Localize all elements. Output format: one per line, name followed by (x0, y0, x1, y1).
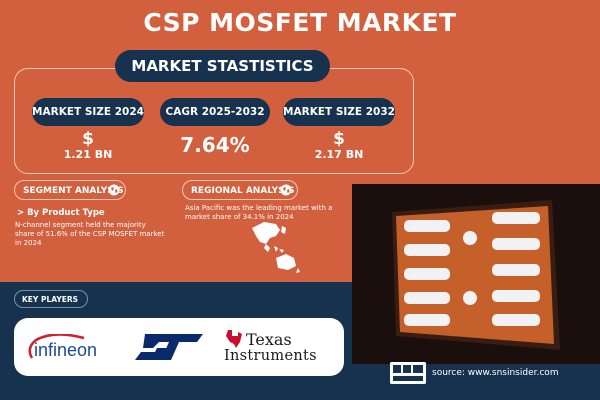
market-size-2032-value: $ 2.17 BN (309, 130, 369, 162)
ti-logo-line1: Texas (246, 330, 292, 349)
mosfet-chip-image (352, 184, 600, 364)
segment-text: N-channel segment held the majority shar… (15, 221, 165, 247)
market-size-2024-label: MARKET SIZE 2024 (32, 98, 144, 126)
source-text: source: www.snsinsider.com (432, 368, 559, 378)
by-product-type: > By Product Type (17, 208, 105, 218)
sns-insider-logo (390, 362, 426, 384)
infineon-logo: infineon (28, 334, 97, 360)
infineon-logo-text: infineon (34, 340, 97, 360)
amount-2032: 2.17 BN (314, 148, 364, 161)
amount-2024: 1.21 BN (63, 148, 113, 161)
dollar-sign-2032: $ (333, 129, 345, 149)
st-logo (135, 334, 203, 360)
cagr-label: CAGR 2025-2032 (160, 98, 270, 126)
dollar-sign-2024: $ (82, 129, 94, 149)
cagr-value: 7.64% (180, 133, 250, 157)
segment-analysis-label: SEGMENT ANALYSIS (23, 186, 124, 196)
regional-text: Asia Pacific was the leading market with… (185, 204, 333, 221)
asia-pacific-map (252, 222, 300, 273)
ti-state-icon (226, 330, 242, 348)
stats-banner: MARKET STASTISTICS (115, 50, 330, 82)
globe-icon (108, 184, 120, 196)
ti-logo-line2: Instruments (224, 348, 317, 364)
key-players-logo-bar (14, 318, 344, 376)
segment-analysis-heading: SEGMENT ANALYSIS (14, 180, 126, 200)
regional-analysis-label: REGIONAL ANALYSIS (191, 186, 295, 196)
globe-icon (280, 184, 292, 196)
market-size-2032-label: MARKET SIZE 2032 (283, 98, 395, 126)
key-players-label: KEY PLAYERS (22, 295, 79, 304)
key-players-heading: KEY PLAYERS (14, 290, 88, 308)
market-size-2024-value: $ 1.21 BN (58, 130, 118, 162)
page-title: CSP MOSFET MARKET (143, 8, 457, 37)
regional-analysis-heading: REGIONAL ANALYSIS (182, 180, 298, 200)
